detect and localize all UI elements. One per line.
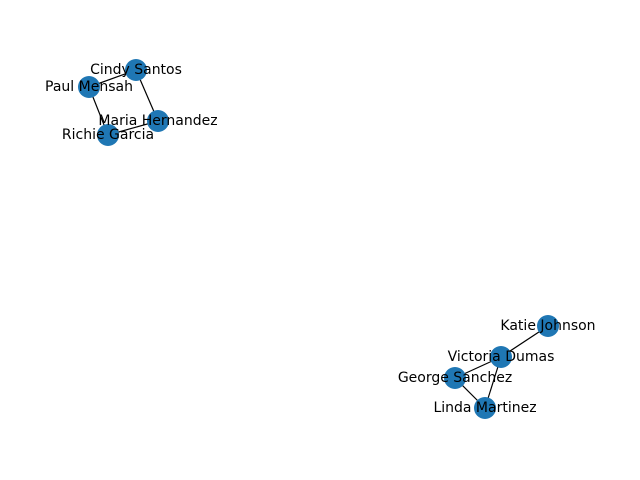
node-victoria: [490, 346, 512, 368]
node-richie: [97, 124, 119, 146]
node-katie: [537, 315, 559, 337]
node-cindy: [125, 59, 147, 81]
node-label-cindy: Cindy Santos: [90, 62, 182, 78]
nodes-layer: [78, 59, 559, 419]
node-maria: [147, 110, 169, 132]
node-label-katie: Katie Johnson: [500, 318, 595, 334]
node-label-maria: Maria Hernandez: [98, 113, 217, 129]
node-linda: [474, 397, 496, 419]
node-label-george: George Sanchez: [398, 370, 512, 386]
node-label-linda: Linda Martinez: [433, 400, 536, 416]
node-label-paul: Paul Mensah: [45, 79, 133, 95]
node-label-richie: Richie Garcia: [62, 127, 154, 143]
node-paul: [78, 76, 100, 98]
node-label-victoria: Victoria Dumas: [448, 349, 555, 365]
node-george: [444, 367, 466, 389]
